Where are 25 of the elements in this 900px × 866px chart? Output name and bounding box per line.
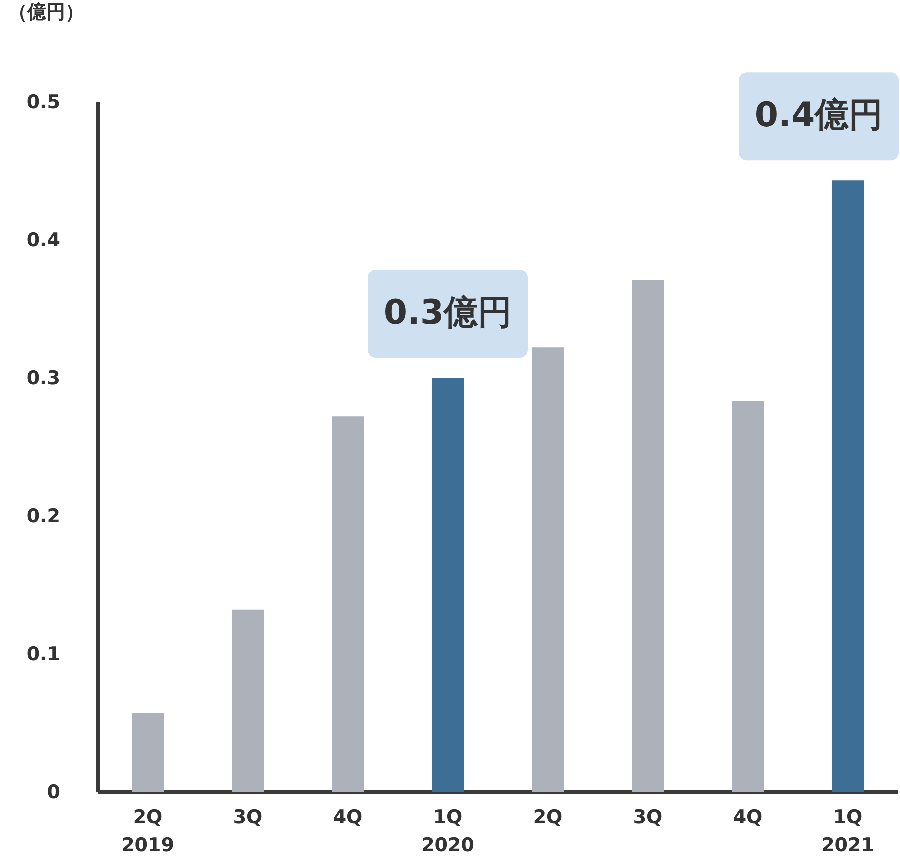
data-label: 0.3億円 <box>384 293 512 333</box>
bar <box>832 180 864 792</box>
x-tick-label: 1Q 2021 <box>822 806 874 856</box>
data-label: 0.4億円 <box>754 96 884 136</box>
y-tick-label: 0.4 <box>26 230 60 252</box>
y-tick-label: 0.2 <box>26 506 60 528</box>
y-tick-label: 0 <box>47 782 60 804</box>
x-tick-label: 2Q 2019 <box>122 806 174 856</box>
bar <box>432 378 464 792</box>
x-tick-label: 4Q <box>733 806 763 828</box>
bar <box>732 401 764 792</box>
x-tick-label: 1Q 2020 <box>422 806 474 856</box>
bar <box>632 280 664 792</box>
x-tick-label: 3Q <box>633 806 663 828</box>
x-tick-label: 3Q <box>233 806 263 828</box>
y-tick-label: 0.5 <box>26 92 60 114</box>
x-tick-label: 4Q <box>333 806 363 828</box>
y-tick-label: 0.3 <box>26 368 60 390</box>
bar <box>532 348 564 792</box>
bar <box>132 713 164 792</box>
bar <box>232 610 264 792</box>
y-axis-title: （億円） <box>8 2 84 24</box>
x-tick-label: 2Q <box>533 806 563 828</box>
bar <box>332 416 364 792</box>
y-tick-label: 0.1 <box>26 644 60 666</box>
